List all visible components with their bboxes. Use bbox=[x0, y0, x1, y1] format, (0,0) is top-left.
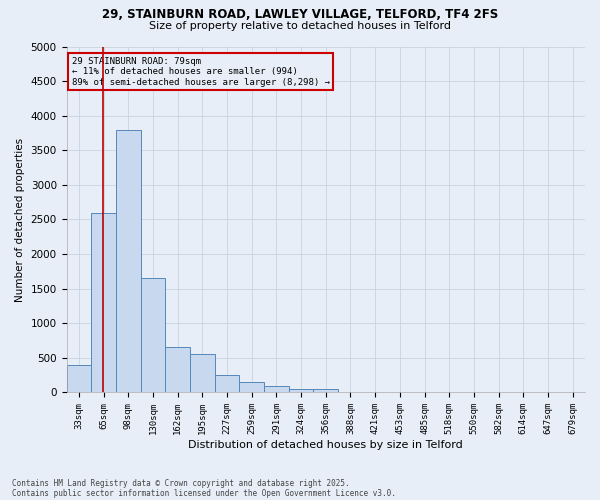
X-axis label: Distribution of detached houses by size in Telford: Distribution of detached houses by size … bbox=[188, 440, 463, 450]
Bar bbox=[190, 354, 215, 393]
Bar bbox=[313, 389, 338, 392]
Y-axis label: Number of detached properties: Number of detached properties bbox=[15, 138, 25, 302]
Text: Contains public sector information licensed under the Open Government Licence v3: Contains public sector information licen… bbox=[12, 488, 396, 498]
Text: Contains HM Land Registry data © Crown copyright and database right 2025.: Contains HM Land Registry data © Crown c… bbox=[12, 478, 350, 488]
Bar bbox=[165, 348, 190, 393]
Bar bbox=[116, 130, 140, 392]
Text: 29 STAINBURN ROAD: 79sqm
← 11% of detached houses are smaller (994)
89% of semi-: 29 STAINBURN ROAD: 79sqm ← 11% of detach… bbox=[72, 57, 330, 86]
Text: Size of property relative to detached houses in Telford: Size of property relative to detached ho… bbox=[149, 21, 451, 31]
Bar bbox=[140, 278, 165, 392]
Bar bbox=[91, 212, 116, 392]
Bar bbox=[239, 382, 264, 392]
Bar bbox=[67, 365, 91, 392]
Bar bbox=[215, 375, 239, 392]
Text: 29, STAINBURN ROAD, LAWLEY VILLAGE, TELFORD, TF4 2FS: 29, STAINBURN ROAD, LAWLEY VILLAGE, TELF… bbox=[102, 8, 498, 20]
Bar bbox=[264, 386, 289, 392]
Bar bbox=[289, 389, 313, 392]
